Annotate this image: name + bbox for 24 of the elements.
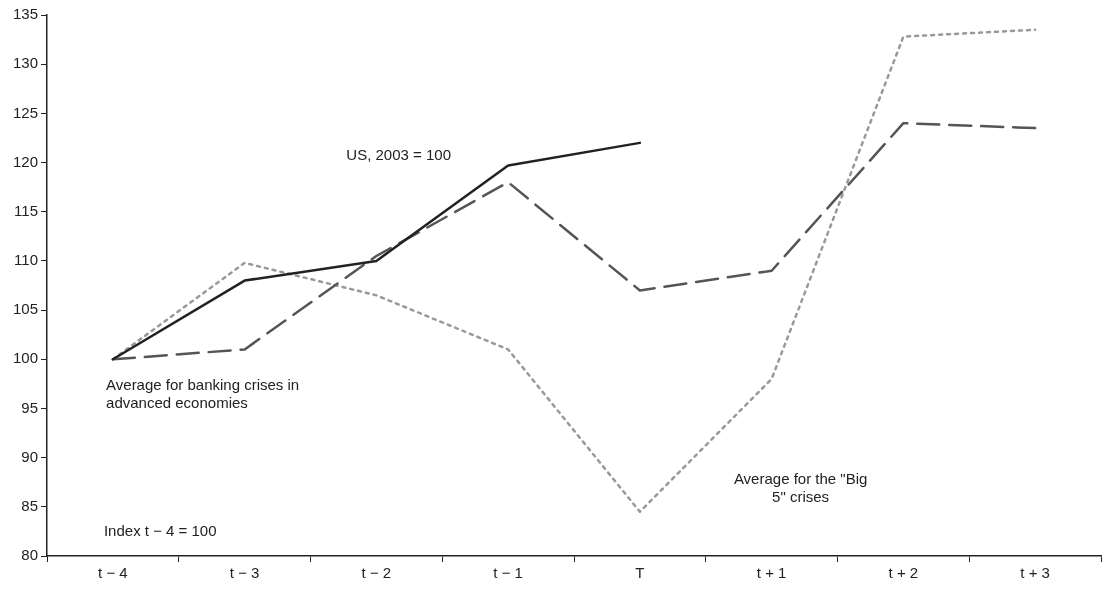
y-tick-label: 135 [13,5,39,23]
x-tick-label: t + 3 [1020,564,1050,582]
x-tick-label: t − 4 [98,564,128,582]
y-tick-label: 115 [14,201,39,219]
y-tick-label: 110 [14,251,39,269]
y-tick-label: 85 [21,496,39,514]
x-tick-label: t − 1 [493,564,523,582]
text: Average for the "Big 5" crises [733,470,868,506]
y-tick-label: 100 [13,349,39,367]
annotation: Index t − 4 = 100 [103,522,217,540]
x-tick-label: t + 1 [756,564,787,582]
x-tick-label: T [635,564,645,582]
y-tick-label: 125 [13,103,39,121]
y-tick-label: 130 [13,54,39,72]
y-tick-label: 95 [21,398,39,416]
y-tick-label: 80 [21,546,39,564]
text: US, 2003 = 100 [346,145,452,163]
x-tick-label: t − 2 [361,564,392,582]
y-tick-label: 120 [13,152,39,170]
x-tick-label: t − 3 [229,564,260,582]
x-tick-label: t + 2 [888,564,919,582]
series-label: Average for banking crises in advanced economies [106,375,300,411]
y-tick-label: 105 [13,300,39,318]
y-tick-label: 90 [21,447,39,465]
